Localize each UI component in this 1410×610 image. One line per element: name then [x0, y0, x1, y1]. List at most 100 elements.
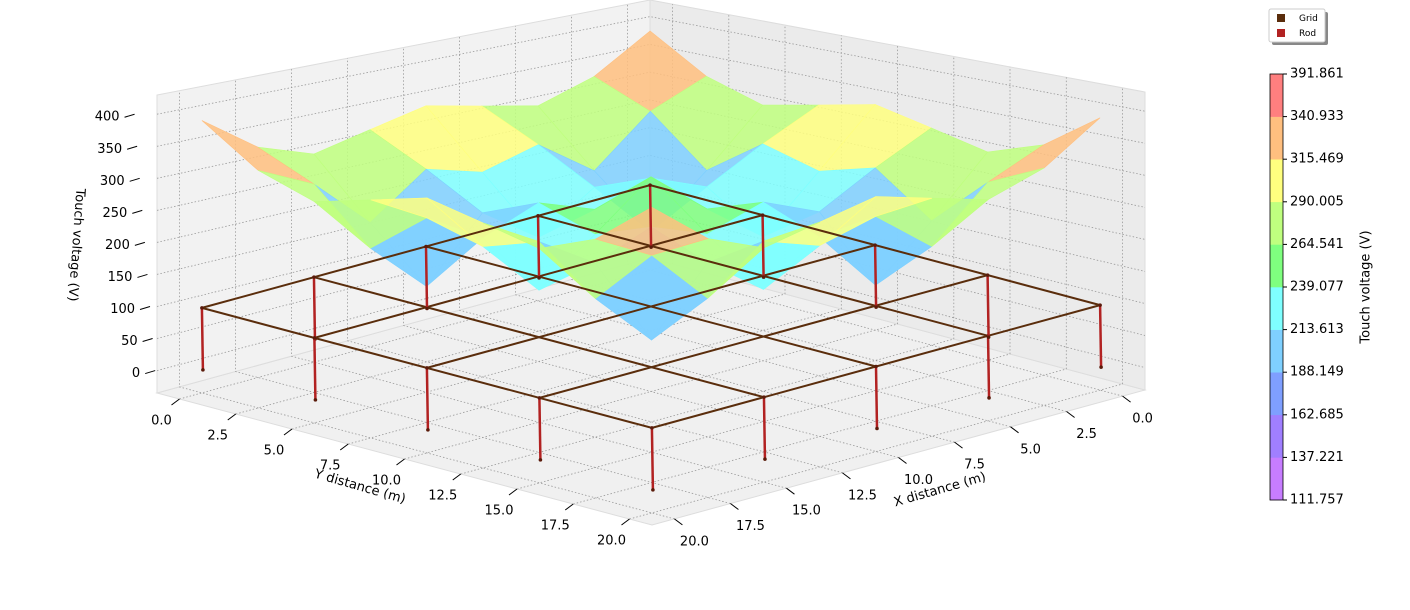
rod-end: [313, 398, 318, 402]
colorbar-tick-label: 111.757: [1290, 493, 1344, 508]
rod-line: [874, 366, 879, 429]
grid-line: [515, 25, 1011, 428]
colorbar: 111.757 137.221 162.685 188.149 213.613 239.0…: [1269, 67, 1344, 508]
rod-line: [873, 245, 878, 308]
colorbar-tick-label: 264.541: [1290, 237, 1344, 252]
colorbar-band: [1270, 116, 1283, 160]
rod: [200, 306, 205, 372]
z-tick-mark: [124, 113, 135, 118]
colorbar-tick-label: 340.933: [1290, 109, 1344, 124]
rod-end: [650, 426, 654, 430]
y-tick-mark: [396, 458, 405, 466]
grid-line: [404, 46, 898, 460]
grid-line: [460, 56, 955, 475]
x-tick-mark: [674, 518, 683, 526]
rod: [873, 243, 878, 309]
rod-end: [312, 336, 317, 340]
rod-end: [424, 244, 428, 249]
y-tick-label: 2.5: [207, 429, 228, 444]
grid-conductor: [426, 244, 876, 369]
x-tick-label: 12.5: [848, 488, 877, 503]
rod: [985, 273, 991, 339]
z-tick-mark: [137, 273, 148, 278]
x-tick-label: 7.5: [964, 458, 985, 473]
x-tick-label: 15.0: [792, 504, 821, 519]
rod-line: [538, 397, 542, 460]
y-tick-mark: [227, 413, 237, 421]
rod-line: [313, 337, 317, 400]
rod-end: [425, 306, 429, 311]
z-tick-label: 300: [100, 174, 125, 189]
grid-line: [156, 154, 1146, 275]
y-tick-label: 5.0: [264, 444, 285, 459]
z-tick-mark: [134, 241, 146, 246]
rod-end: [538, 458, 543, 462]
y-tick-mark: [564, 503, 574, 511]
z-tick-label: 200: [105, 238, 130, 253]
rod-end: [651, 488, 655, 492]
legend-swatch: [1277, 29, 1285, 37]
rod-end: [537, 276, 541, 280]
rod-line: [761, 215, 765, 278]
rod-end: [760, 213, 765, 217]
z-tick-mark: [139, 306, 151, 310]
colorbar-band: [1270, 287, 1283, 330]
rod-line: [986, 275, 990, 338]
rod: [874, 364, 879, 431]
rod: [425, 366, 430, 432]
rod-end: [985, 273, 990, 277]
rod-end: [1098, 303, 1102, 307]
rod-end: [874, 364, 878, 369]
rod-end: [986, 335, 991, 339]
y-tick-mark: [452, 473, 462, 481]
grid-line: [629, 87, 1123, 520]
x-tick-label: 0.0: [1132, 412, 1153, 427]
rod: [760, 213, 766, 279]
x-tick-mark: [730, 503, 739, 510]
rod: [762, 395, 767, 461]
z-tick-label: 150: [108, 270, 133, 285]
x-tick-mark: [954, 441, 963, 449]
z-axis-label: Touch voltage (V): [65, 187, 88, 302]
rod-end: [426, 428, 430, 432]
x-tick-mark: [1010, 426, 1019, 434]
colorbar-tick-label: 162.685: [1290, 407, 1344, 422]
rod: [1098, 303, 1103, 369]
colorbar-band: [1270, 414, 1283, 458]
y-tick-mark: [621, 518, 630, 526]
legend: Grid Rod: [1268, 8, 1328, 45]
x-tick-mark: [842, 472, 851, 480]
surface: [201, 30, 1101, 341]
grid-line: [459, 36, 955, 443]
grid-line: [156, 238, 1146, 371]
legend-label: Rod: [1299, 29, 1316, 39]
y-tick-mark: [339, 443, 349, 451]
rod-line: [312, 277, 317, 340]
colorbar-band: [1270, 74, 1283, 117]
colorbar-tick-label: 391.861: [1290, 67, 1344, 82]
rod-end: [761, 275, 766, 279]
colorbar-tick-label: 290.005: [1290, 194, 1344, 209]
colorbar-tick-label: 137.221: [1290, 450, 1344, 465]
rod-end: [873, 243, 877, 247]
x-tick-label: 17.5: [736, 519, 765, 534]
rod: [648, 183, 653, 249]
rod-line: [650, 427, 655, 490]
rod-end: [201, 368, 205, 372]
z-tick-label: 50: [121, 334, 138, 349]
z-tick-label: 400: [95, 110, 120, 125]
colorbar-tick-label: 239.077: [1290, 280, 1344, 295]
rod: [312, 336, 318, 402]
colorbar-tick-label: 213.613: [1290, 322, 1344, 337]
rod-end: [425, 366, 429, 370]
rod-end: [537, 396, 542, 400]
rod-end: [874, 305, 878, 309]
ticks: 0.0 2.5 5.0 7.5 10.0 12.5 15.0 17.5 20.0 0.0 2.5 5.…: [95, 110, 1153, 550]
rod-end: [1099, 365, 1103, 369]
x-tick-mark: [786, 487, 795, 495]
legend-swatch: [1277, 14, 1285, 22]
y-tick-label: 12.5: [428, 489, 457, 504]
y-tick-label: 0.0: [151, 414, 172, 429]
x-tick-label: 2.5: [1076, 427, 1097, 442]
